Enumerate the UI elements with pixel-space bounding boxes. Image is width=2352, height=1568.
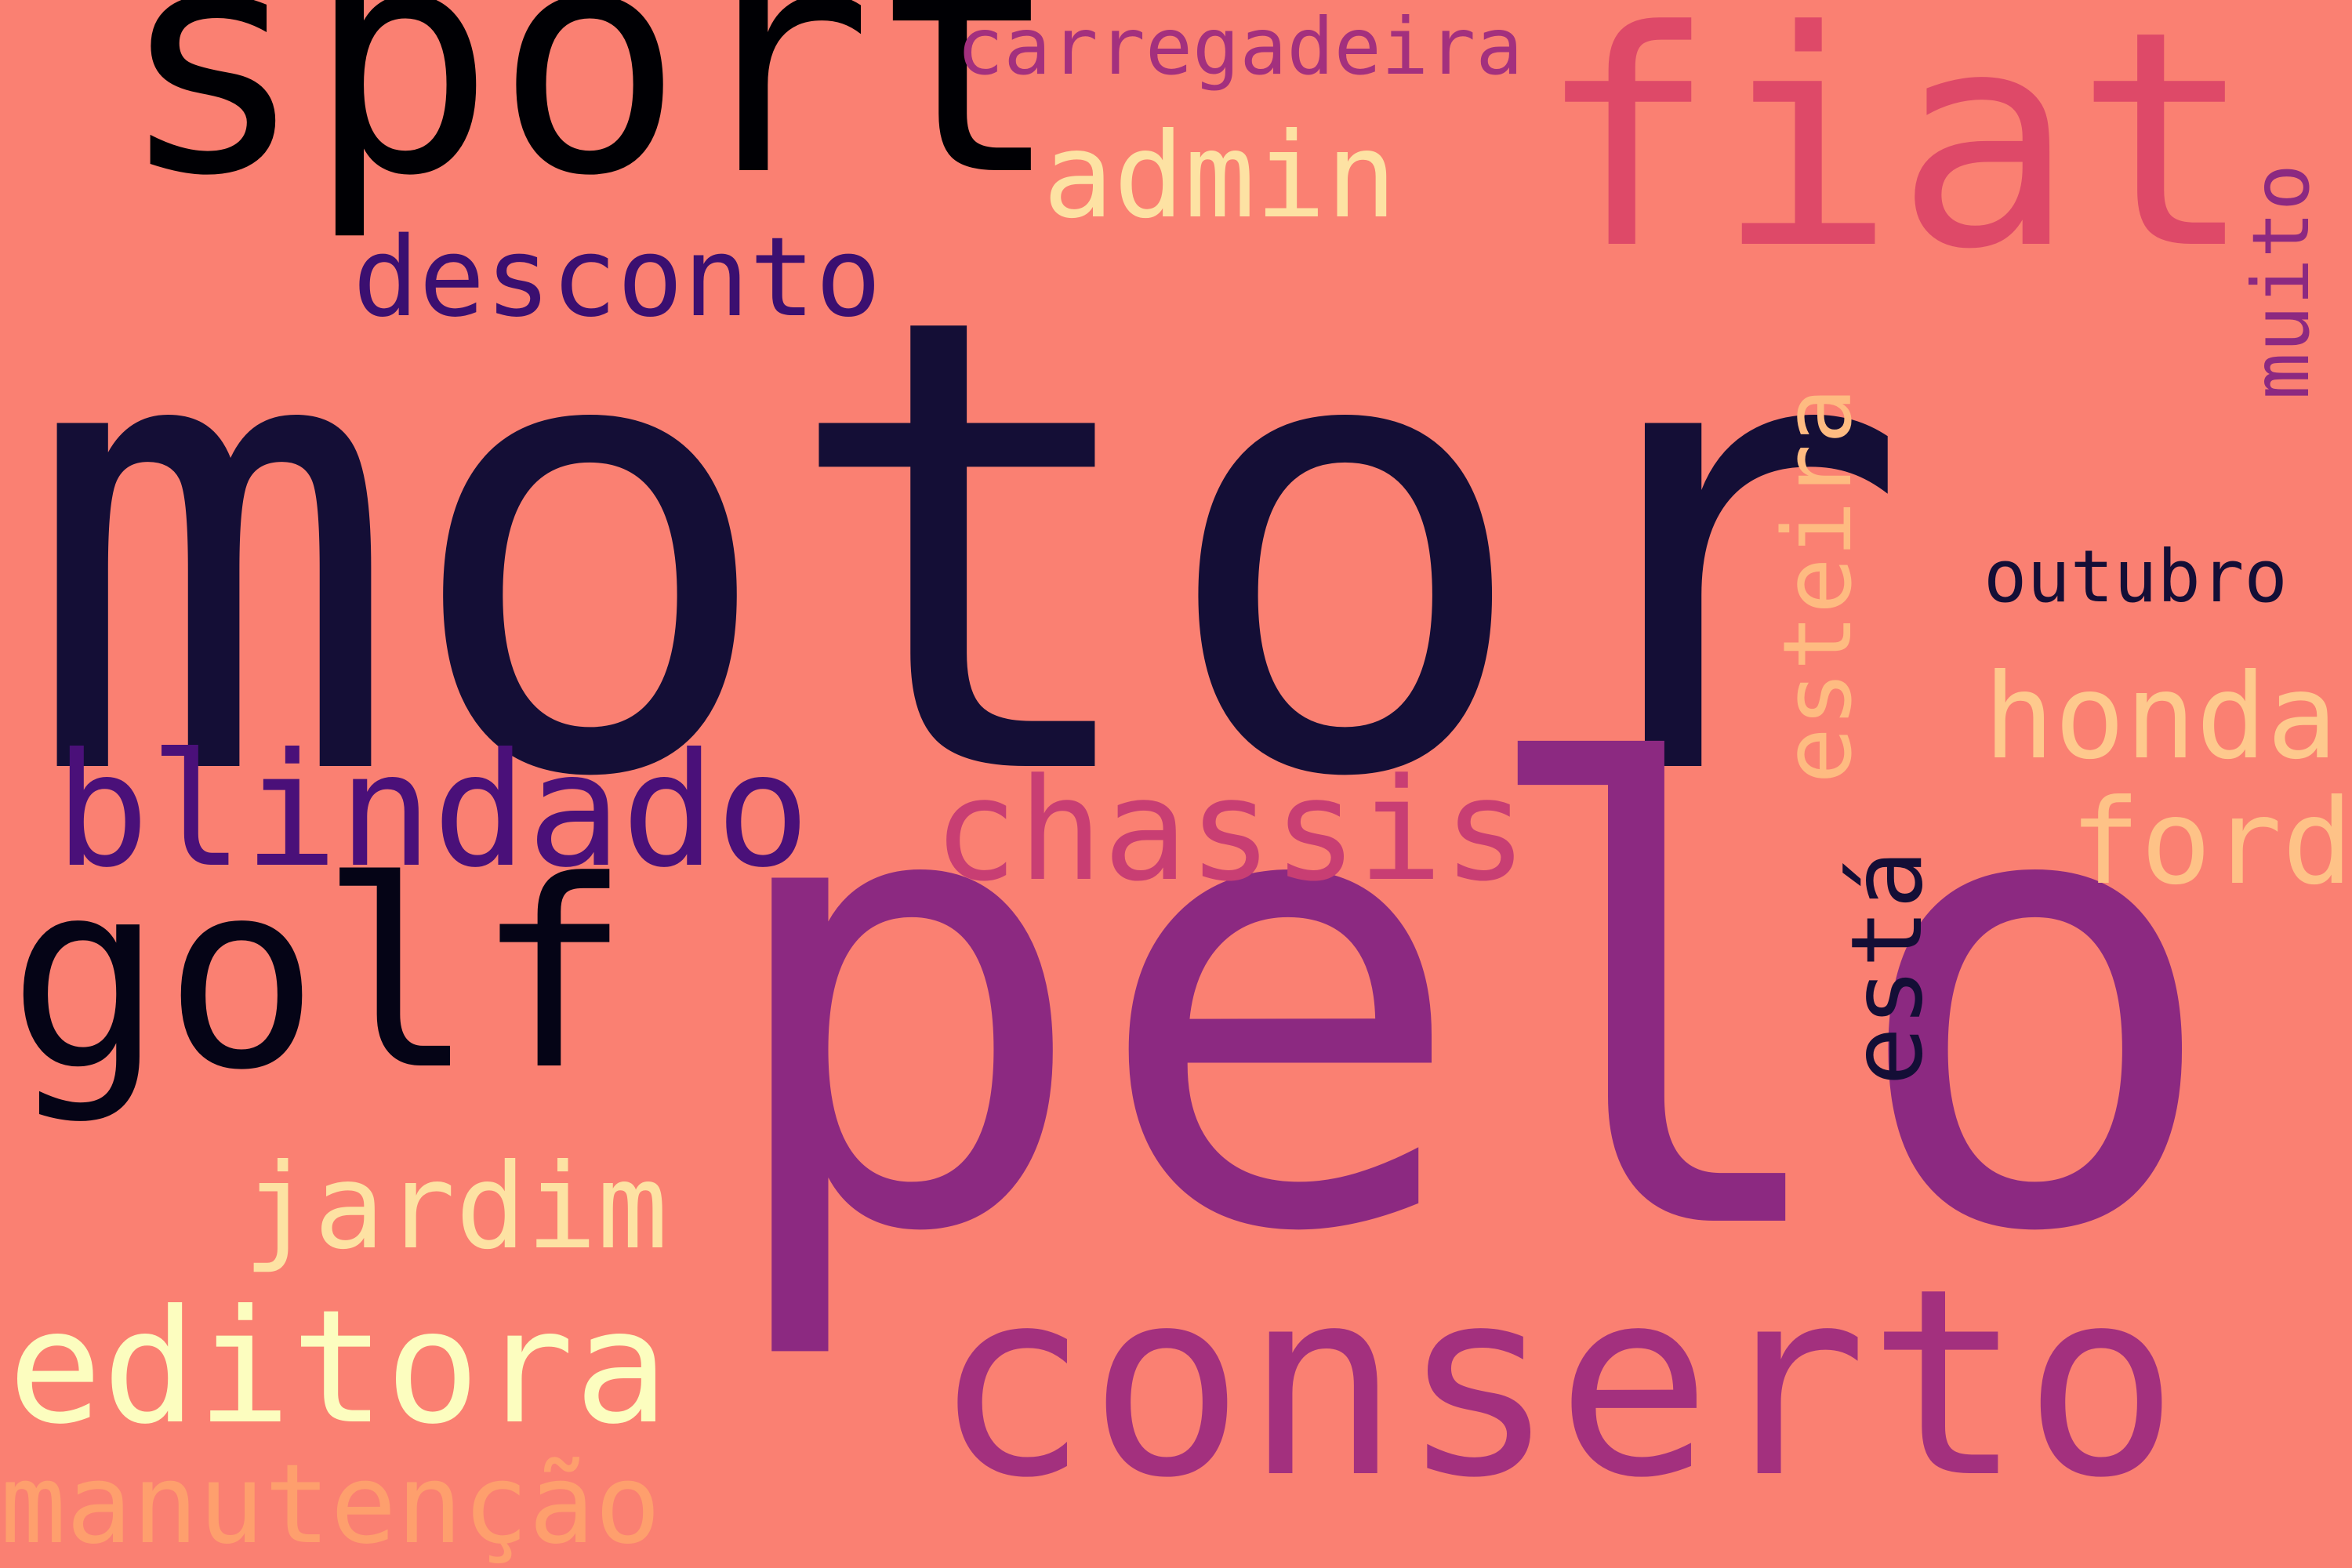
word-conserto: conserto [933, 1233, 2180, 1534]
word-honda: honda [1984, 649, 2338, 786]
word-manutencao: manutenção [0, 1441, 661, 1568]
word-ford: ford [2070, 775, 2352, 911]
word-sport: sport [118, 0, 1062, 245]
word-esta: está [1831, 849, 1944, 1086]
word-motor: motor [24, 183, 1912, 914]
word-outubro: outubro [1984, 535, 2288, 619]
word-editora: editora [8, 1276, 669, 1459]
word-fiat: fiat [1537, 0, 2255, 314]
word-esteira: esteira [1764, 387, 1873, 784]
word-desconto: desconto [353, 214, 882, 342]
word-golf: golf [8, 826, 631, 1127]
word-pelo: pelo [713, 638, 2224, 1369]
word-jardim: jardim [243, 1139, 668, 1276]
word-muito: muito [2235, 163, 2327, 400]
word-chassis: chassis [933, 749, 1528, 913]
word-admin: admin [1043, 108, 1397, 245]
word-carregadeira: carregadeira [956, 1, 1523, 93]
word-blindado: blindado [55, 720, 811, 902]
